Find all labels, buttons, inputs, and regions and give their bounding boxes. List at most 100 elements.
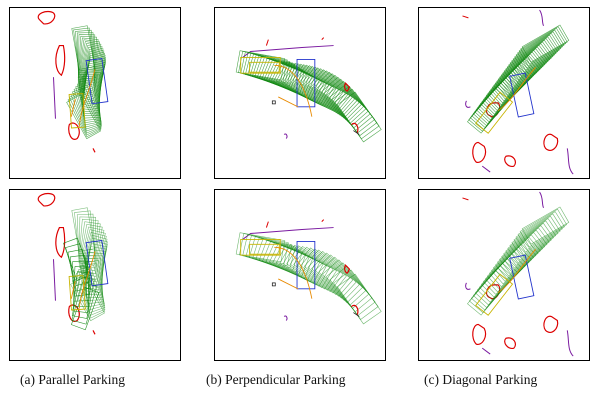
obstacle-parked-car [543, 315, 559, 333]
trajectory-footprint [286, 245, 337, 290]
trajectory-footprint [505, 225, 552, 266]
obstacle-small-mark [462, 197, 469, 201]
trajectory-footprint [509, 38, 557, 79]
trajectory-footprint [514, 32, 562, 73]
start-pose [68, 275, 86, 311]
trajectory-footprint [513, 215, 561, 256]
trajectory-footprint [80, 234, 108, 280]
trajectory-footprint [65, 243, 91, 287]
target-slot [85, 240, 109, 287]
diagonal-parking-plot-top [462, 9, 574, 175]
obstacle-small-mark [92, 330, 96, 335]
obstacle-small-mark [265, 39, 269, 46]
parallel-parking-plot-top [37, 10, 109, 153]
planned-path [274, 64, 313, 117]
curb-mark [539, 191, 544, 209]
trajectory-footprint [72, 86, 102, 132]
trajectory-footprint [293, 246, 344, 293]
planned-path [278, 278, 299, 290]
start-pose [68, 93, 86, 129]
panel-diagonal-bottom [418, 189, 590, 361]
trajectory-footprint [66, 94, 101, 140]
trajectory-footprint [336, 91, 382, 143]
planned-path [497, 249, 536, 294]
curb-mark [481, 165, 491, 173]
obstacle-small-mark [265, 221, 269, 228]
trajectory-footprint [72, 271, 93, 313]
trajectory-footprint [245, 235, 296, 269]
trajectory-footprint [63, 237, 92, 281]
obstacle-left-vehicle [55, 226, 66, 259]
curb-mark [283, 315, 288, 321]
trajectory-footprint [79, 229, 106, 275]
obstacle-parked-car [504, 337, 517, 350]
trajectory-footprint [70, 287, 100, 331]
start-pose [475, 273, 514, 316]
target-slot [85, 58, 109, 105]
planned-path [78, 69, 96, 127]
obstacle-right-mark [344, 264, 351, 274]
obstacle-left-vehicle [55, 44, 66, 77]
trajectory-footprint [285, 63, 337, 108]
obstacle-blob-top-left [37, 10, 56, 25]
planned-path [70, 280, 76, 299]
curb-mark [465, 100, 471, 108]
parallel-parking-plot-bottom [37, 192, 109, 335]
marker-square [271, 282, 276, 287]
obstacle-bottom-left [68, 304, 80, 322]
trajectory-footprint [282, 244, 334, 289]
obstacle-parked-car [472, 141, 487, 163]
trajectory-footprint [235, 50, 286, 81]
panel-perpendicular-bottom [214, 189, 386, 361]
trajectory-footprint [511, 218, 559, 258]
trajectory-footprint [295, 65, 346, 112]
obstacle-corner-bottom-right [350, 304, 359, 315]
obstacle-parked-car [543, 133, 559, 151]
trajectory-footprint [518, 27, 567, 67]
trajectory-footprint [70, 88, 102, 134]
diagonal-parking-plot-bottom [462, 191, 574, 357]
trajectory-footprint [296, 247, 347, 294]
trajectory-footprint [311, 252, 360, 301]
caption-diagonal: (c) Diagonal Parking [424, 372, 538, 387]
trajectory-footprint [69, 90, 102, 136]
trajectory-footprint [519, 208, 568, 248]
trajectory-footprint [520, 26, 568, 65]
trajectory-footprint [517, 29, 565, 69]
trajectory-footprint [517, 211, 565, 250]
trajectory-footprint [507, 222, 554, 264]
trajectory-footprint [71, 281, 98, 325]
start-pose [249, 243, 280, 255]
trajectory-footprint [298, 65, 349, 112]
curb-line [566, 148, 574, 175]
curb-line [242, 227, 334, 240]
perpendicular-parking-plot-bottom [235, 219, 382, 325]
trajectory-footprint [75, 82, 102, 128]
planned-path [78, 251, 96, 309]
trajectory-footprint [500, 48, 547, 90]
trajectory-footprint [78, 265, 106, 311]
planned-path [70, 98, 76, 117]
trajectory-footprint [71, 273, 106, 319]
start-pose [249, 61, 280, 73]
trajectory-footprint [79, 226, 105, 272]
caption-perpendicular: (b) Perpendicular Parking [206, 372, 346, 387]
trajectory-footprint [505, 43, 552, 84]
obstacle-parked-car [504, 155, 517, 168]
trajectory-footprint [78, 46, 105, 92]
trajectory-footprint [235, 232, 286, 263]
target-slot [296, 58, 316, 108]
trajectory-footprint [75, 267, 106, 314]
trajectory-footprint [279, 244, 331, 287]
planned-path [274, 246, 313, 299]
trajectory-footprint [502, 46, 549, 88]
trajectory-footprint [521, 206, 570, 245]
panel-parallel-top [9, 7, 181, 179]
trajectory-footprint [78, 221, 101, 266]
obstacle-corner-bottom-right [350, 122, 359, 133]
trajectory-footprint [515, 31, 563, 71]
trajectory-footprint [78, 223, 103, 269]
trajectory-footprint [512, 34, 560, 75]
target-slot [509, 254, 535, 300]
start-pose [475, 91, 514, 134]
